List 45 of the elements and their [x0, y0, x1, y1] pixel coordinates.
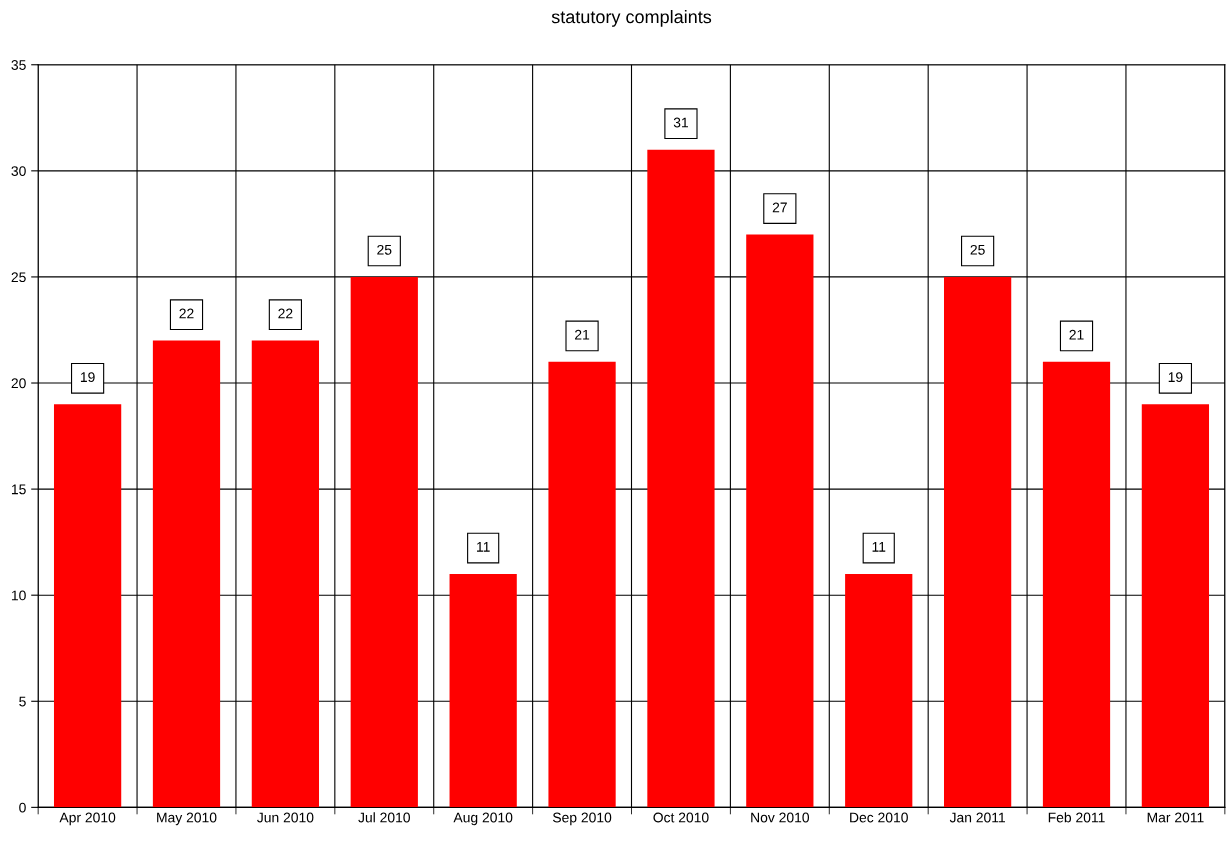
x-tick-label: Jun 2010 [257, 812, 314, 823]
bar [53, 404, 122, 808]
x-tick-label: Nov 2010 [751, 812, 810, 823]
bar [449, 573, 517, 808]
data-label: 21 [1069, 329, 1084, 340]
bar [1141, 404, 1210, 808]
data-label: 19 [80, 372, 95, 383]
bar [548, 361, 616, 808]
data-label: 11 [872, 542, 886, 552]
y-tick-label: 0 [19, 802, 26, 813]
data-label: 25 [970, 244, 985, 255]
bar [251, 340, 320, 808]
x-tick-label: Apr 2010 [59, 812, 116, 826]
x-tick-label: Oct 2010 [653, 812, 709, 823]
x-tick-label: Feb 2011 [1048, 812, 1105, 823]
chart-title: statutory complaints [551, 10, 712, 27]
data-label: 22 [179, 308, 194, 319]
data-label: 31 [673, 117, 688, 128]
data-label: 11 [477, 542, 490, 552]
data-label: 25 [377, 244, 392, 255]
bar [746, 234, 814, 808]
y-tick-label: 25 [11, 272, 26, 283]
bar [350, 276, 418, 808]
x-tick-label: Sep 2010 [552, 812, 612, 826]
bar [1042, 361, 1111, 808]
bar [845, 573, 913, 808]
x-tick-label: Jan 2011 [949, 812, 1006, 823]
x-tick-label: Dec 2010 [850, 812, 908, 823]
bar [152, 340, 221, 808]
y-tick-label: 15 [11, 484, 26, 495]
bar [647, 149, 715, 808]
data-label: 27 [772, 202, 787, 213]
x-tick-label: Mar 2011 [1147, 812, 1204, 823]
y-tick-label: 30 [11, 166, 26, 177]
data-label: 22 [278, 308, 293, 319]
data-label: 21 [575, 329, 590, 340]
x-tick-label: May 2010 [157, 812, 217, 826]
y-tick-label: 10 [11, 590, 26, 601]
y-tick-label: 35 [11, 60, 26, 70]
y-tick-label: 20 [11, 378, 26, 389]
y-tick-label: 5 [19, 696, 26, 707]
x-tick-label: Aug 2010 [453, 812, 513, 826]
x-tick-label: Jul 2010 [358, 812, 410, 823]
data-label: 19 [1168, 372, 1183, 383]
bar [944, 276, 1012, 808]
